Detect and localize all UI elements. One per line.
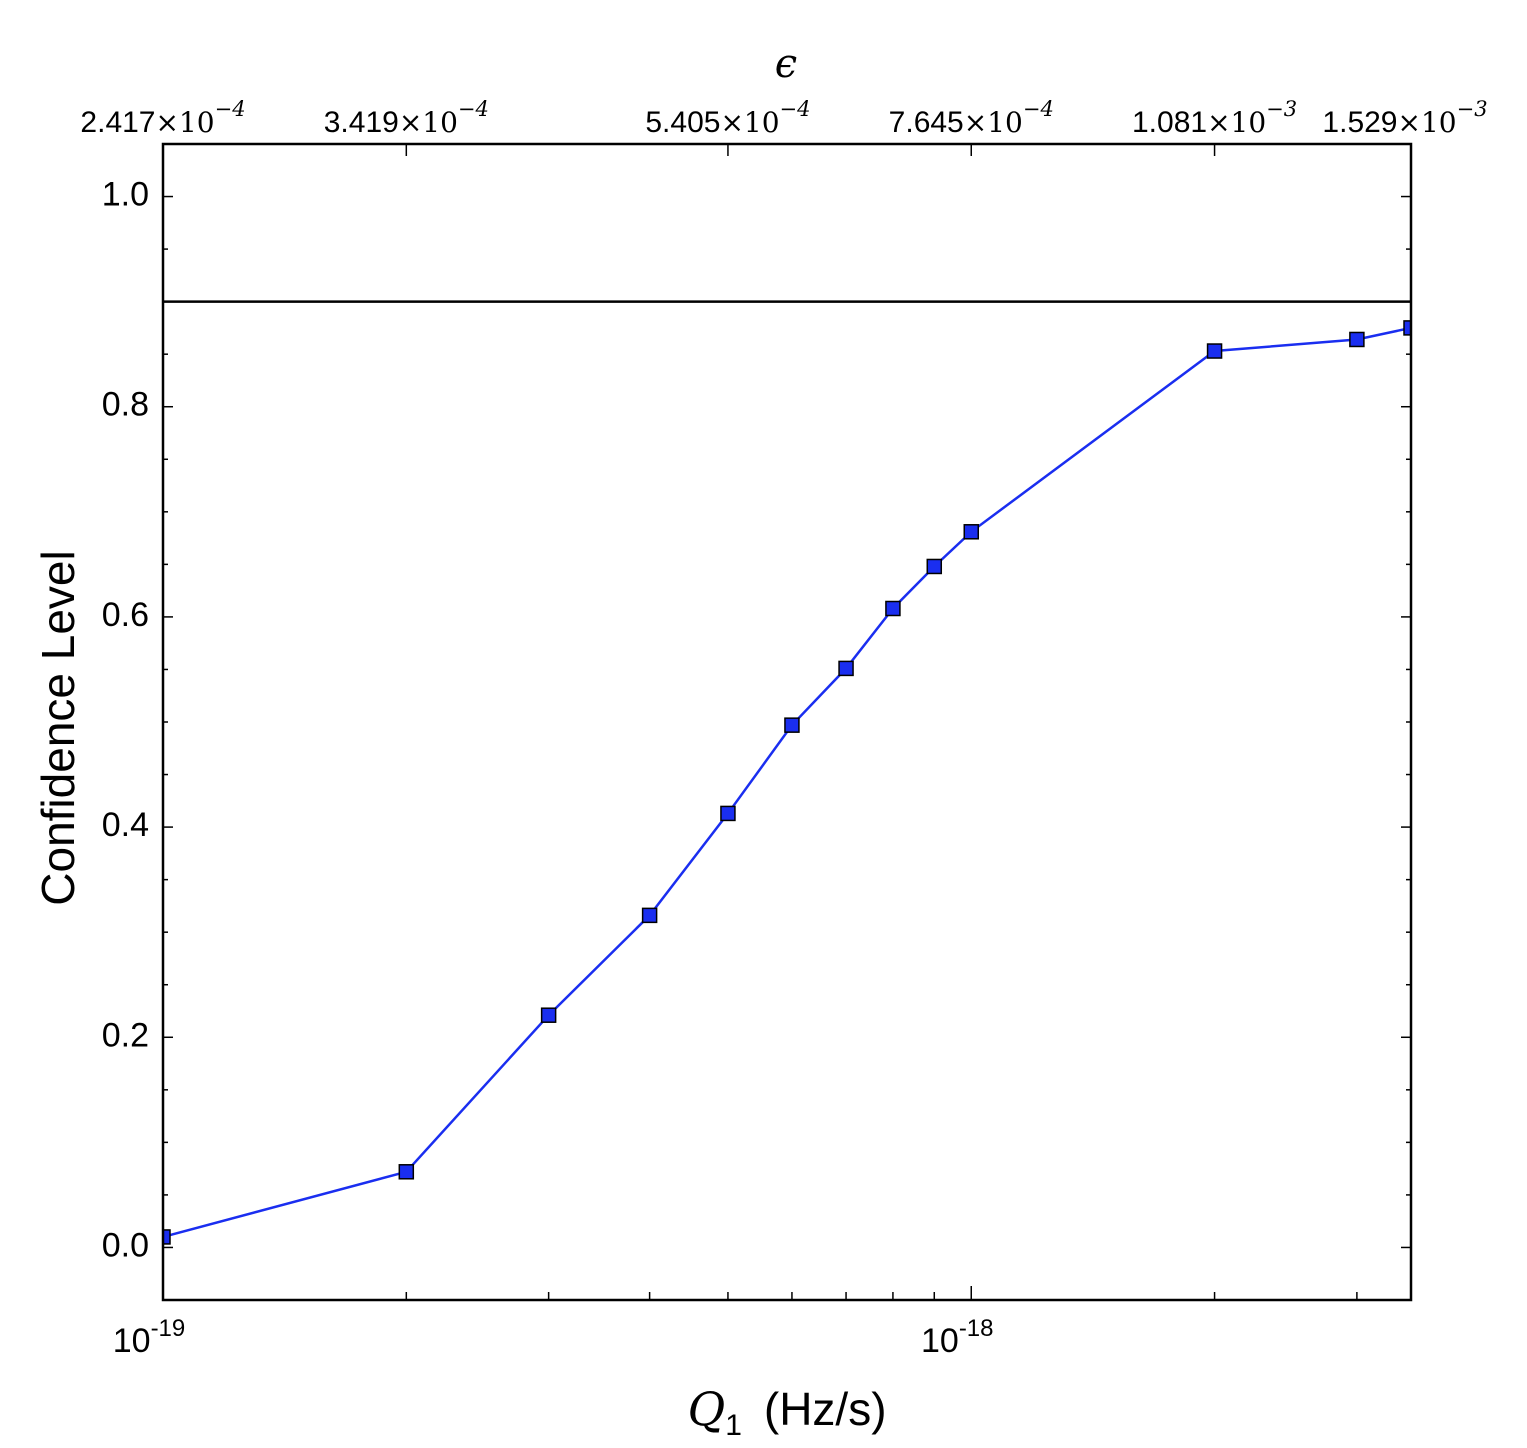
top-tick-label: 1.529×10−3 — [1322, 97, 1487, 139]
x-tick-label: 10-18 — [921, 1315, 994, 1360]
x-axis-title: Q1 (Hz/s) — [687, 1382, 886, 1442]
top-tick-label: 5.405×10−4 — [645, 97, 810, 139]
top-tick-label: 2.417×10−4 — [80, 97, 245, 139]
y-tick-label: 0.4 — [102, 806, 149, 844]
y-tick-label: 0.0 — [102, 1226, 149, 1264]
top-tick-label: 7.645×10−4 — [889, 97, 1054, 139]
y-tick-label: 0.2 — [102, 1016, 149, 1054]
data-point — [720, 805, 736, 822]
x-axis-units: (Hz/s) — [764, 1383, 887, 1435]
x-tick-label: 10-19 — [113, 1315, 186, 1360]
data-point — [838, 660, 854, 677]
y-tick-label: 0.8 — [102, 386, 149, 424]
series-markers — [162, 320, 1412, 1245]
top-tick-labels: 2.417×10−4 3.419×10−4 5.405×10−4 7.645×10−4… — [80, 97, 1487, 139]
data-point — [398, 1164, 415, 1180]
top-tick-label: 1.081×10−3 — [1132, 97, 1297, 139]
y-tick-labels: 0.0 0.2 0.4 0.6 0.8 1.0 — [102, 176, 149, 1265]
x-axis-symbol: Q — [687, 1382, 725, 1436]
x-tick-labels: 10-19 10-18 — [113, 1315, 994, 1360]
plot-frame — [161, 142, 1413, 1302]
data-point — [1206, 343, 1223, 359]
y-axis-title: Confidence Level — [32, 550, 84, 905]
data-point — [963, 524, 980, 540]
data-point — [784, 717, 800, 733]
x-axis-subscript: 1 — [725, 1409, 742, 1442]
top-tick-label: 3.419×10−4 — [324, 97, 489, 139]
y-tick-label: 1.0 — [102, 176, 149, 214]
y-tick-label: 0.6 — [102, 596, 149, 634]
top-axis-title: ϵ — [775, 41, 797, 87]
data-point — [1349, 331, 1365, 348]
data-point — [641, 907, 658, 924]
series-line — [162, 326, 1412, 1239]
data-point — [885, 600, 901, 617]
data-point — [540, 1007, 557, 1023]
data-point — [926, 558, 943, 575]
